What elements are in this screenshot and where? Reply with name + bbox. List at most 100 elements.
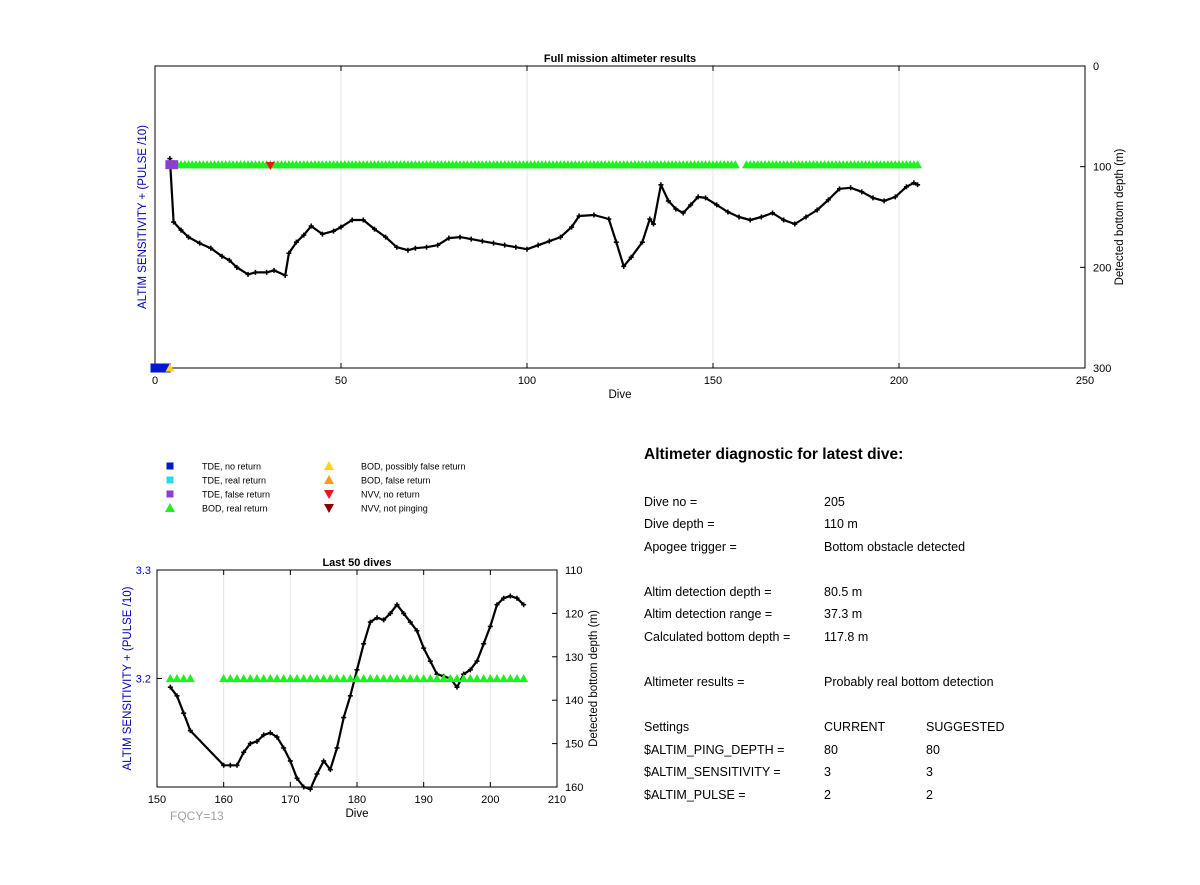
last-50-bod-real-return-marker [452, 674, 462, 683]
full-mission-depth-point [814, 207, 820, 213]
last-50-depth-point [361, 641, 367, 647]
last-50-depth-point [374, 615, 380, 621]
last-50-bod-real-return-marker [505, 674, 515, 683]
last-50-depth-point [247, 741, 253, 747]
last-50-x-tick-label: 150 [148, 794, 166, 806]
apogee-trigger-row: Apogee trigger = Bottom obstacle detecte… [644, 540, 1164, 558]
last-50-depth-point [401, 610, 407, 616]
last-50-depth-point [421, 645, 427, 651]
legend-marker-bod-possibly-false-return [324, 461, 334, 470]
sensitivity-row: $ALTIM_SENSITIVITY = 3 3 [644, 765, 1164, 783]
full-mission-depth-point [308, 223, 314, 229]
last-50-depth-point [507, 593, 513, 599]
full-mission-depth-point [502, 242, 508, 248]
last-50-depth-point [181, 710, 187, 716]
last-50-x-tick-label: 160 [214, 794, 232, 806]
last-50-depth-point [521, 602, 527, 608]
last-50-depth-point [381, 617, 387, 623]
full-mission-depth-point [197, 240, 203, 246]
altim-detection-range-row: Altim detection range = 37.3 m [644, 607, 1164, 625]
legend-marker-bod-real-return [165, 503, 175, 512]
pulse-label: $ALTIM_PULSE = [644, 788, 746, 802]
full-mission-depth-point [234, 264, 240, 270]
full-mission-bod-real-return-marker [730, 160, 740, 169]
full-mission-depth-point [226, 257, 232, 263]
last-50-depth-point [221, 762, 227, 768]
last-50-bod-real-return-marker [405, 674, 415, 683]
altimeter-results-label: Altimeter results = [644, 675, 745, 689]
pulse-suggested: 2 [926, 788, 933, 802]
settings-header-row: Settings CURRENT SUGGESTED [644, 720, 1164, 738]
full-mission-depth-point [714, 202, 720, 208]
last-50-right-y-axis-label: Detected bottom depth (m) [588, 610, 600, 747]
last-50-bod-real-return-marker [352, 674, 362, 683]
full-mission-depth-point [331, 228, 337, 234]
last-50-depth-point [334, 745, 340, 751]
full-mission-depth-point [282, 272, 288, 278]
full-mission-depth-point [621, 263, 627, 269]
full-mission-depth-point [848, 185, 854, 191]
last-50-depth-point [427, 658, 433, 664]
last-50-depth-point [241, 749, 247, 755]
dive-depth-label: Dive depth = [644, 517, 715, 531]
last-50-bod-real-return-marker [365, 674, 375, 683]
full-mission-right-y-tick-label: 300 [1093, 363, 1111, 375]
last-50-right-y-tick-label: 110 [565, 565, 583, 577]
full-mission-depth-point [591, 212, 597, 218]
last-50-bod-real-return-marker [312, 674, 322, 683]
legend-label-bod-real-return: BOD, real return [202, 504, 268, 514]
last-50-bod-real-return-marker [399, 674, 409, 683]
last-50-x-axis-label: Dive [345, 808, 368, 820]
full-mission-depth-point [680, 210, 686, 216]
last-50-depth-point [167, 684, 173, 690]
full-mission-bod-real-return-marker [913, 160, 923, 169]
full-mission-depth-point [725, 209, 731, 215]
last-50-depth-point [487, 623, 493, 629]
full-mission-depth-point [405, 247, 411, 253]
full-mission-depth-point [915, 182, 921, 188]
full-mission-depth-point [695, 194, 701, 200]
last-50-bod-real-return-marker [232, 674, 242, 683]
full-mission-depth-point [252, 269, 258, 275]
full-mission-right-y-tick-label: 100 [1093, 162, 1111, 174]
last-50-depth-point [301, 784, 307, 790]
last-50-depth-point [387, 610, 393, 616]
calculated-bottom-depth-row: Calculated bottom depth = 117.8 m [644, 630, 1164, 648]
last-50-bod-real-return-marker [179, 674, 189, 683]
altim-detection-range-label: Altim detection range = [644, 607, 773, 621]
full-mission-depth-point [383, 234, 389, 240]
legend-marker-tde-false-return [166, 490, 174, 498]
full-mission-depth-point [803, 214, 809, 220]
ping-depth-suggested: 80 [926, 743, 940, 757]
full-mission-x-tick-label: 250 [1076, 375, 1094, 387]
full-mission-depth-point [903, 184, 909, 190]
last-50-bod-real-return-marker [412, 674, 422, 683]
last-50-depth-point [234, 762, 240, 768]
last-50-depth-point [514, 595, 520, 601]
ping-depth-current: 80 [824, 743, 838, 757]
full-mission-depth-point [264, 269, 270, 275]
last-50-chart-title: Last 50 dives [322, 557, 391, 569]
altimeter-results-value: Probably real bottom detection [824, 675, 994, 689]
legend-marker-nvv-no-return [324, 490, 334, 499]
last-50-bod-real-return-marker [319, 674, 329, 683]
last-50-bod-real-return-marker [345, 674, 355, 683]
full-mission-depth-point [301, 232, 307, 238]
last-50-depth-point [501, 595, 507, 601]
full-mission-depth-point [491, 240, 497, 246]
dive-no-value: 205 [824, 495, 845, 509]
last-50-bod-real-return-marker [465, 674, 475, 683]
fqcy-label: FQCY=13 [170, 809, 224, 823]
last-50-bod-real-return-marker [385, 674, 395, 683]
legend-label-nvv-not-pinging: NVV, not pinging [361, 504, 428, 514]
full-mission-depth-point [881, 198, 887, 204]
full-mission-depth-point [468, 236, 474, 242]
full-mission-plot-frame [154, 65, 1086, 369]
altim-detection-depth-label: Altim detection depth = [644, 585, 772, 599]
last-50-x-tick-label: 190 [414, 794, 432, 806]
last-50-bod-real-return-marker [425, 674, 435, 683]
last-50-bod-real-return-marker [379, 674, 389, 683]
last-50-bod-real-return-marker [332, 674, 342, 683]
full-mission-depth-point [524, 246, 530, 252]
